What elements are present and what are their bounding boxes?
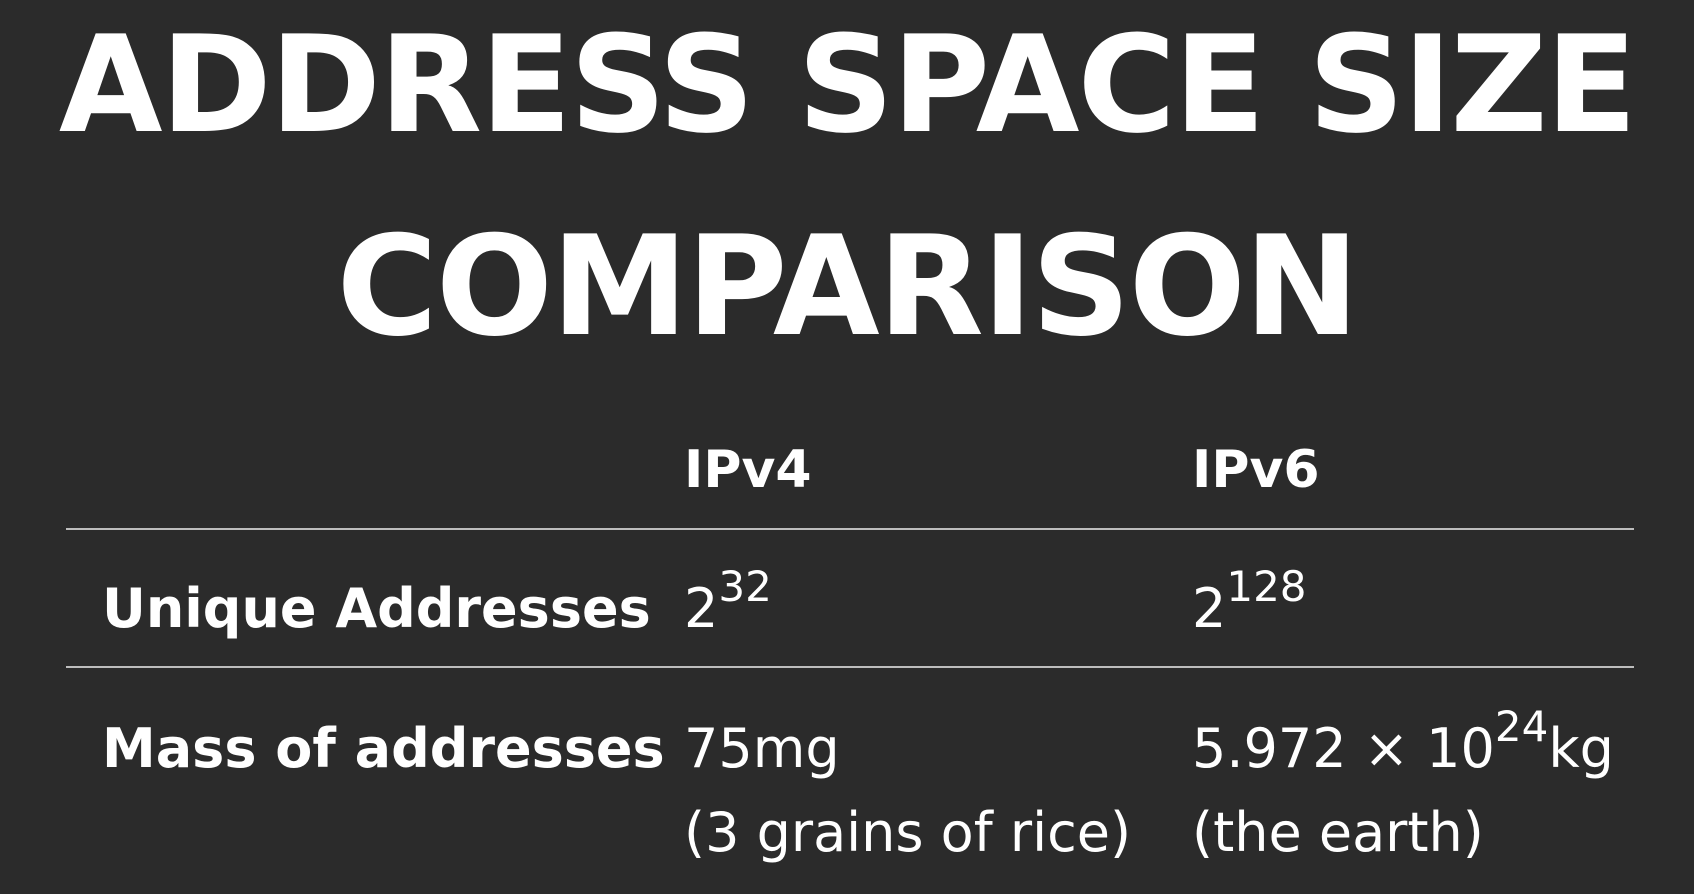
cell-ipv4-unique-addresses: 232 [684,566,772,636]
column-header-ipv4: IPv4 [684,440,812,500]
ipv6-mass-exponent: 24 [1494,702,1549,751]
cell-ipv6-mass-note: (the earth) [1192,801,1484,864]
ipv6-mass-mantissa: 5.972 × 10 [1192,717,1495,780]
slide-title-line-2: COMPARISON [336,206,1360,367]
cell-ipv4-mass-note: (3 grains of rice) [684,801,1132,864]
cell-ipv4-mass-value: 75mg [684,717,840,780]
column-header-ipv6: IPv6 [1192,440,1320,500]
row-divider [66,666,1634,668]
row-label-mass: Mass of addresses [102,717,665,780]
ipv6-address-exponent: 128 [1226,562,1307,611]
header-divider [66,528,1634,530]
slide-title-line-1: ADDRESS SPACE SIZE [58,7,1637,163]
ipv4-address-exponent: 32 [718,562,772,611]
row-label-unique-addresses: Unique Addresses [102,577,651,640]
ipv4-address-base: 2 [684,577,719,640]
cell-ipv6-mass-value: 5.972 × 1024kg [1192,706,1614,776]
cell-ipv6-unique-addresses: 2128 [1192,566,1307,636]
ipv6-mass-unit: kg [1548,717,1614,780]
ipv6-address-base: 2 [1192,577,1227,640]
